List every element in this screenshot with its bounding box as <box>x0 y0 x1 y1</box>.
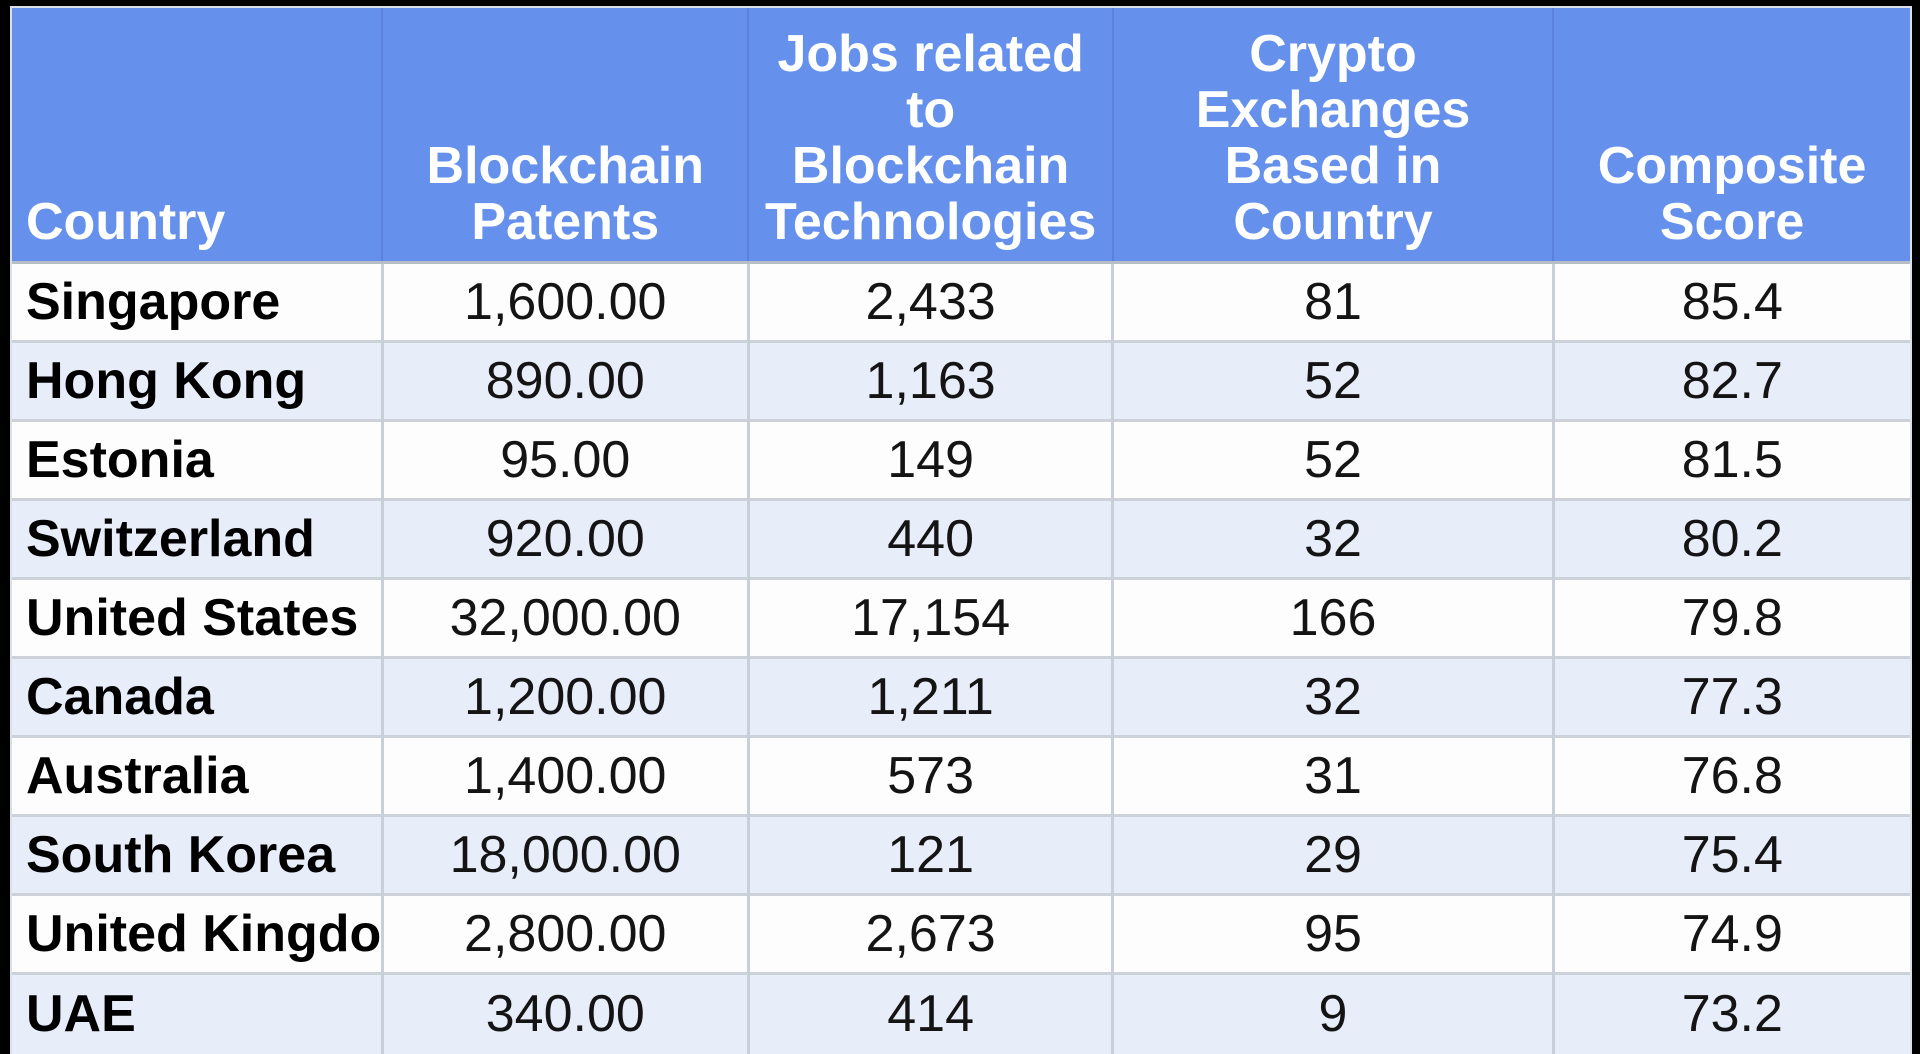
exchanges-cell[interactable]: 95 <box>1111 894 1554 973</box>
jobs-cell[interactable]: 440 <box>746 499 1113 578</box>
patents-cell[interactable]: 340.00 <box>380 973 749 1054</box>
exchanges-cell[interactable]: 166 <box>1111 578 1554 657</box>
table-row: Hong Kong 890.00 1,163 52 82.7 <box>12 341 1910 420</box>
table-row: Canada 1,200.00 1,211 32 77.3 <box>12 657 1910 736</box>
score-cell[interactable]: 77.3 <box>1551 657 1910 736</box>
table-header: Country Blockchain Patents Jobs related … <box>12 8 1910 264</box>
jobs-cell[interactable]: 1,211 <box>746 657 1113 736</box>
table-row: South Korea 18,000.00 121 29 75.4 <box>12 815 1910 894</box>
exchanges-cell[interactable]: 52 <box>1111 341 1554 420</box>
country-cell[interactable]: United Kingdom <box>26 904 382 963</box>
patents-cell[interactable]: 920.00 <box>380 499 749 578</box>
country-cell[interactable]: Singapore <box>26 272 281 331</box>
table-row: United States 32,000.00 17,154 166 79.8 <box>12 578 1910 657</box>
country-cell[interactable]: Estonia <box>26 430 214 489</box>
score-cell[interactable]: 76.8 <box>1551 736 1910 815</box>
exchanges-cell[interactable]: 32 <box>1111 499 1554 578</box>
patents-cell[interactable]: 1,200.00 <box>380 657 749 736</box>
score-cell[interactable]: 73.2 <box>1551 973 1910 1054</box>
jobs-cell[interactable]: 2,673 <box>746 894 1113 973</box>
table-row: UAE 340.00 414 9 73.2 <box>12 973 1910 1054</box>
score-cell[interactable]: 75.4 <box>1551 815 1910 894</box>
table-row: Australia 1,400.00 573 31 76.8 <box>12 736 1910 815</box>
exchanges-cell[interactable]: 81 <box>1111 262 1554 341</box>
country-cell[interactable]: United States <box>26 588 359 647</box>
table-body: Singapore 1,600.00 2,433 81 85.4 Hong Ko… <box>12 262 1910 1054</box>
score-cell[interactable]: 74.9 <box>1551 894 1910 973</box>
table-row: United Kingdom 2,800.00 2,673 95 74.9 <box>12 894 1910 973</box>
jobs-cell[interactable]: 121 <box>746 815 1113 894</box>
column-header-crypto-exchanges[interactable]: Crypto Exchanges Based in Country <box>1111 8 1554 264</box>
score-cell[interactable]: 80.2 <box>1551 499 1910 578</box>
exchanges-cell[interactable]: 32 <box>1111 657 1554 736</box>
spreadsheet-frame: Country Blockchain Patents Jobs related … <box>10 6 1912 1054</box>
patents-cell[interactable]: 95.00 <box>380 420 749 499</box>
exchanges-cell[interactable]: 29 <box>1111 815 1554 894</box>
column-header-blockchain-patents[interactable]: Blockchain Patents <box>381 8 749 264</box>
score-cell[interactable]: 82.7 <box>1551 341 1910 420</box>
score-cell[interactable]: 85.4 <box>1551 262 1910 341</box>
score-cell[interactable]: 81.5 <box>1551 420 1910 499</box>
table-row: Switzerland 920.00 440 32 80.2 <box>12 499 1910 578</box>
jobs-cell[interactable]: 149 <box>746 420 1113 499</box>
country-cell[interactable]: UAE <box>26 985 136 1044</box>
patents-cell[interactable]: 1,600.00 <box>380 262 749 341</box>
column-header-composite-score[interactable]: Composite Score <box>1552 8 1910 264</box>
jobs-cell[interactable]: 573 <box>746 736 1113 815</box>
jobs-cell[interactable]: 1,163 <box>746 341 1113 420</box>
score-cell[interactable]: 79.8 <box>1551 578 1910 657</box>
header-row: Country Blockchain Patents Jobs related … <box>12 8 1910 264</box>
exchanges-cell[interactable]: 31 <box>1111 736 1554 815</box>
patents-cell[interactable]: 1,400.00 <box>380 736 749 815</box>
jobs-cell[interactable]: 2,433 <box>746 262 1113 341</box>
jobs-cell[interactable]: 414 <box>746 973 1113 1054</box>
country-cell[interactable]: Switzerland <box>26 509 315 568</box>
table-row: Estonia 95.00 149 52 81.5 <box>12 420 1910 499</box>
column-header-jobs-blockchain[interactable]: Jobs related to Blockchain Technologies <box>747 8 1113 264</box>
country-cell[interactable]: Australia <box>26 746 249 805</box>
exchanges-cell[interactable]: 9 <box>1111 973 1554 1054</box>
column-header-country[interactable]: Country <box>12 8 383 264</box>
country-cell[interactable]: Canada <box>26 667 214 726</box>
country-cell[interactable]: Hong Kong <box>26 351 307 410</box>
patents-cell[interactable]: 890.00 <box>380 341 749 420</box>
patents-cell[interactable]: 32,000.00 <box>380 578 749 657</box>
country-cell[interactable]: South Korea <box>26 825 336 884</box>
exchanges-cell[interactable]: 52 <box>1111 420 1554 499</box>
patents-cell[interactable]: 18,000.00 <box>380 815 749 894</box>
table-row: Singapore 1,600.00 2,433 81 85.4 <box>12 262 1910 341</box>
jobs-cell[interactable]: 17,154 <box>746 578 1113 657</box>
patents-cell[interactable]: 2,800.00 <box>380 894 749 973</box>
crypto-country-table: Country Blockchain Patents Jobs related … <box>12 8 1910 1054</box>
